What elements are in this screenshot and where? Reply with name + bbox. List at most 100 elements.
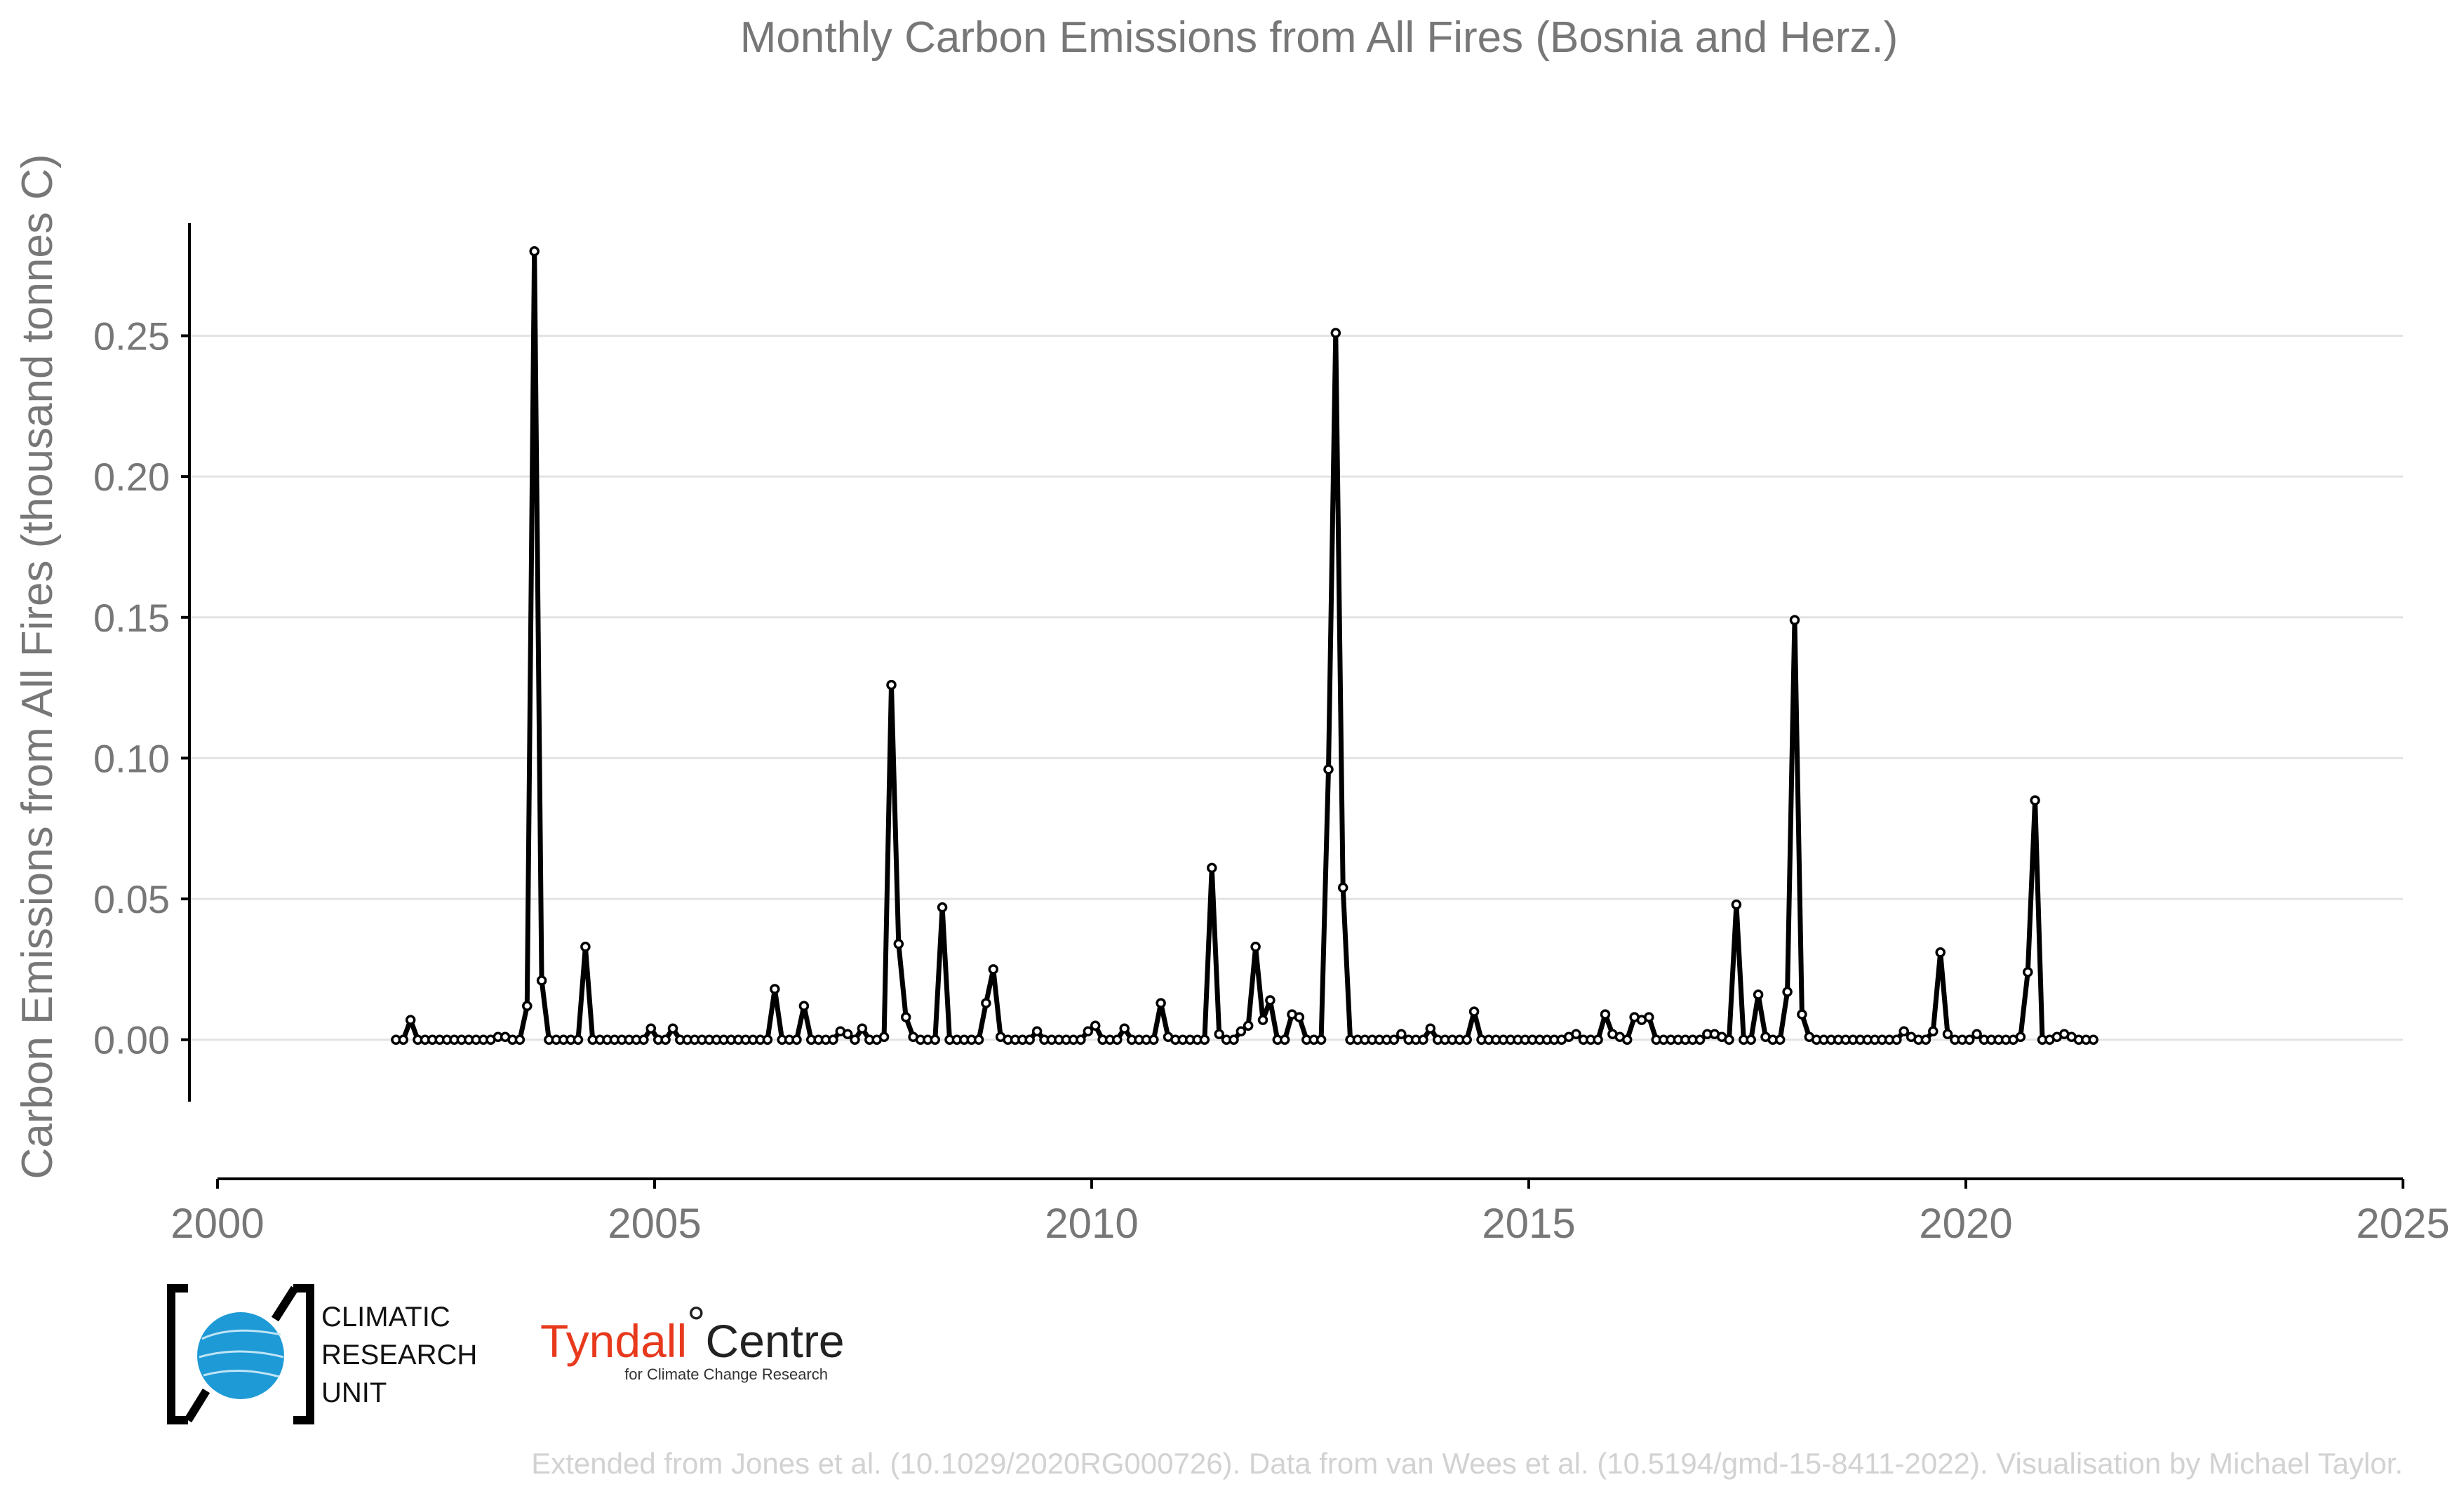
x-tick-label-0: 2000 <box>170 1200 264 1247</box>
data-point-147 <box>1461 1034 1472 1045</box>
data-point-75 <box>937 902 948 913</box>
data-point-60 <box>828 1034 838 1045</box>
data-point-210 <box>1920 1034 1931 1045</box>
data-point-225 <box>2030 795 2040 806</box>
data-point-217 <box>1971 1029 1982 1039</box>
data-point-70 <box>900 1012 911 1022</box>
data-point-224 <box>2023 967 2033 977</box>
cru-logo: CLIMATIC RESEARCH UNIT <box>167 1284 477 1424</box>
data-point-190 <box>1774 1034 1786 1045</box>
data-point-88 <box>1031 1026 1043 1036</box>
data-point-116 <box>1236 1026 1247 1036</box>
data-point-87 <box>1024 1034 1035 1045</box>
cru-logo-slash-icon <box>271 1285 299 1322</box>
cru-logo-slash-icon <box>184 1388 210 1423</box>
data-point-115 <box>1228 1034 1239 1045</box>
data-point-1 <box>398 1034 409 1045</box>
data-point-62 <box>842 1029 853 1039</box>
y-tick-label-3: 0.15 <box>93 596 170 640</box>
y-tick-label-2: 0.10 <box>93 736 170 780</box>
data-point-80 <box>973 1034 984 1045</box>
data-point-51 <box>762 1034 773 1045</box>
y-tick-label-5: 0.25 <box>93 314 170 359</box>
data-point-122 <box>1279 1034 1290 1045</box>
data-point-162 <box>1571 1029 1581 1039</box>
data-point-213 <box>1942 1029 1953 1039</box>
data-point-105 <box>1156 998 1166 1008</box>
data-point-111 <box>1199 1034 1210 1045</box>
cru-logo-line-1: CLIMATIC <box>321 1302 450 1333</box>
data-point-113 <box>1214 1029 1224 1039</box>
x-tick-label-2: 2010 <box>1045 1200 1138 1247</box>
data-point-137 <box>1388 1034 1400 1045</box>
tyndall-logo: Tyndall°Centre for Climate Change Resear… <box>540 1297 845 1383</box>
data-point-206 <box>1891 1034 1902 1045</box>
x-tick-label-5: 2025 <box>2356 1200 2449 1247</box>
data-point-119 <box>1257 1015 1268 1025</box>
data-point-19 <box>529 246 540 257</box>
data-point-172 <box>1644 1012 1654 1022</box>
data-point-64 <box>857 1023 868 1034</box>
tyndall-name-b: Centre <box>706 1315 845 1367</box>
data-point-166 <box>1600 1009 1611 1020</box>
data-point-117 <box>1243 1020 1254 1031</box>
data-point-34 <box>638 1034 649 1045</box>
data-point-211 <box>1928 1026 1939 1036</box>
data-point-52 <box>770 984 780 994</box>
gridlines <box>181 334 2403 1041</box>
data-point-216 <box>1964 1034 1975 1045</box>
data-point-26 <box>580 942 591 952</box>
data-point-187 <box>1753 989 1764 1000</box>
tyndall-logo-text: Tyndall°Centre <box>540 1297 845 1367</box>
data-point-130 <box>1337 882 1348 893</box>
x-tick-label-4: 2020 <box>1919 1200 2012 1247</box>
data-point-74 <box>930 1034 941 1045</box>
data-point-165 <box>1593 1034 1603 1045</box>
data-point-141 <box>1418 1034 1428 1045</box>
data-point-179 <box>1694 1034 1706 1045</box>
data-point-95 <box>1083 1026 1094 1036</box>
x-tick-marks <box>216 1179 2404 1189</box>
data-point-148 <box>1468 1006 1480 1017</box>
y-axis-label: Carbon Emissions from All Fires (thousan… <box>13 154 62 1179</box>
data-point-129 <box>1330 328 1341 338</box>
data-point-138 <box>1396 1029 1407 1039</box>
data-point-82 <box>988 964 999 975</box>
data-point-128 <box>1323 764 1334 775</box>
x-tick-label-1: 2005 <box>608 1200 701 1247</box>
data-point-104 <box>1149 1034 1159 1045</box>
data-point-20 <box>536 975 547 986</box>
data-point-56 <box>798 1001 810 1011</box>
data-point-100 <box>1119 1023 1130 1034</box>
y-tick-label-0: 0.00 <box>93 1018 170 1062</box>
data-point-38 <box>667 1023 678 1034</box>
data-point-35 <box>645 1023 657 1034</box>
data-points <box>391 246 2098 1045</box>
data-point-193 <box>1797 1009 1807 1020</box>
data-point-96 <box>1090 1020 1101 1031</box>
data-point-99 <box>1112 1034 1123 1045</box>
series-line <box>396 248 2094 1043</box>
tyndall-subtitle: for Climate Change Research <box>624 1365 828 1383</box>
y-tick-label-4: 0.20 <box>93 455 170 499</box>
data-point-184 <box>1731 899 1742 910</box>
data-point-127 <box>1315 1034 1327 1045</box>
data-point-192 <box>1789 615 1800 626</box>
cru-logo-bracket-icon <box>167 1284 314 1424</box>
y-tick-labels: 0.00 0.05 0.10 0.15 0.20 0.25 <box>93 314 170 1062</box>
data-point-186 <box>1746 1034 1756 1045</box>
y-tick-label-1: 0.05 <box>93 877 170 921</box>
cru-globe-icon <box>197 1312 284 1399</box>
cru-globe-wave-icon <box>199 1329 284 1378</box>
data-point-69 <box>893 939 904 949</box>
tyndall-degree: ° <box>687 1297 705 1349</box>
data-point-142 <box>1425 1023 1436 1034</box>
data-point-17 <box>514 1034 525 1045</box>
data-point-207 <box>1899 1026 1909 1036</box>
data-point-2 <box>405 1015 416 1025</box>
data-point-112 <box>1207 862 1217 874</box>
cru-logo-line-2: RESEARCH <box>321 1340 477 1370</box>
data-point-68 <box>886 679 897 690</box>
data-point-94 <box>1076 1034 1086 1045</box>
